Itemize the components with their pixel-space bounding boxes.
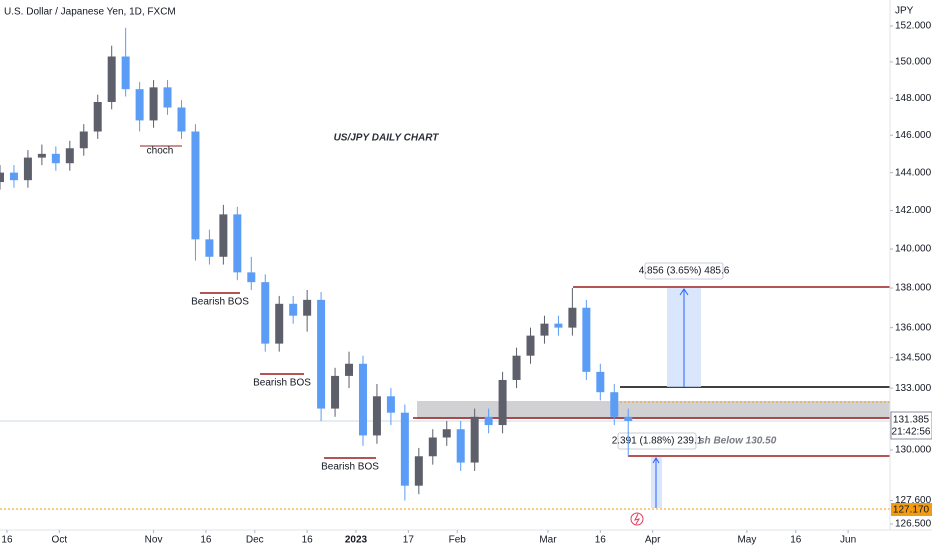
candle-body [456, 429, 465, 463]
y-tick-label: 127.600 [895, 495, 932, 506]
candle-body [275, 303, 284, 344]
y-tick-label: 142.000 [895, 205, 932, 216]
candle-body [9, 172, 18, 181]
y-tick-label: 152.000 [895, 21, 932, 32]
candle-body [107, 56, 116, 102]
x-tick-label: Jun [840, 535, 856, 546]
candle-body [233, 214, 242, 273]
candle-body [0, 172, 4, 183]
annotation: Bearish BOS [191, 297, 249, 308]
candle-body [345, 363, 354, 376]
y-tick-label: 140.000 [895, 244, 932, 255]
x-tick-label: 17 [403, 535, 415, 546]
candle-body [51, 153, 60, 164]
x-tick-label: Nov [145, 535, 163, 546]
candle-body [554, 323, 563, 328]
y-tick-label: 133.000 [895, 383, 932, 394]
y-tick-label: 144.000 [895, 167, 932, 178]
candle-body [331, 375, 340, 409]
x-tick-label: 2023 [345, 535, 368, 546]
x-tick-label: Feb [449, 535, 467, 546]
measure-label-box [617, 432, 697, 450]
x-tick-label: 16 [200, 535, 212, 546]
price-label: 127.170 [893, 505, 930, 516]
candle-body [93, 101, 102, 132]
candle-body [303, 299, 312, 316]
price-label-box [891, 503, 932, 516]
candle-body [526, 335, 535, 356]
currency-label: JPY [895, 6, 914, 17]
y-tick-label: 148.000 [895, 93, 932, 104]
candle-body [261, 282, 270, 344]
candle-body [624, 416, 633, 421]
candle-body [23, 157, 32, 181]
candle-body [484, 416, 493, 426]
y-tick-label: 130.000 [895, 445, 932, 456]
y-tick-label: 150.000 [895, 57, 932, 68]
x-tick-label: 16 [1, 535, 13, 546]
annotation: Bearish BOS [253, 378, 311, 389]
candle-body [414, 456, 423, 486]
price-label-box [890, 411, 932, 440]
x-tick-label: 16 [595, 535, 607, 546]
candle-body [512, 355, 521, 380]
candle-body [372, 396, 381, 436]
candle-body [386, 396, 395, 413]
event-icon-bolt [634, 513, 641, 525]
measure-label: 4.856 (3.65%) 485.6 [639, 266, 730, 277]
x-tick-label: 16 [302, 535, 314, 546]
y-tick-label: 126.500 [895, 519, 932, 530]
candle-body [135, 89, 144, 121]
measure-label-box [644, 262, 724, 280]
candle-body [219, 214, 228, 257]
chart-title: U.S. Dollar / Japanese Yen, 1D, FXCM [4, 7, 176, 18]
candle-body [177, 107, 186, 132]
candle-body [79, 131, 88, 149]
candle-body [400, 412, 409, 486]
candle-body [65, 148, 74, 164]
event-icon [630, 512, 644, 526]
candle-body [442, 429, 451, 438]
x-tick-label: Dec [246, 535, 264, 546]
candle-body [317, 299, 326, 409]
price-label: 21:42:56 [892, 427, 931, 438]
candle-body [37, 153, 46, 158]
candle-body [358, 363, 367, 436]
y-tick-label: 138.000 [895, 283, 932, 294]
y-tick-label: 136.000 [895, 322, 932, 333]
supply-zone [417, 401, 890, 419]
candle-body [470, 416, 479, 463]
measure-arrow-head [652, 457, 660, 464]
candle-body [247, 272, 256, 283]
price-label: 131.385 [893, 415, 930, 426]
annotation: choch [147, 146, 174, 157]
measure-arrow-head [679, 288, 689, 296]
annotation: Bearish BOS [321, 462, 379, 473]
candle-body [163, 87, 172, 108]
x-tick-label: May [737, 535, 756, 546]
x-tick-label: 16 [790, 535, 802, 546]
candle-body [540, 323, 549, 336]
annotation: sh Below 130.50 [699, 436, 777, 447]
candle-body [596, 371, 605, 393]
candle-body [121, 56, 130, 90]
x-tick-label: Oct [52, 535, 68, 546]
candle-body [205, 239, 214, 257]
y-tick-label: 134.500 [895, 352, 932, 363]
x-tick-label: Apr [645, 535, 661, 546]
candle-body [191, 131, 200, 240]
x-tick-label: Mar [539, 535, 557, 546]
y-tick-label: 146.000 [895, 130, 932, 141]
candle-body [428, 437, 437, 457]
candle-body [498, 379, 507, 426]
candle-body [568, 307, 577, 328]
candle-body [610, 392, 619, 417]
measure-label: 2.391 (1.88%) 239.1 [612, 436, 703, 447]
chart-subtitle: US/JPY DAILY CHART [334, 133, 440, 144]
candle-body [289, 303, 298, 316]
candle-body [582, 307, 591, 372]
candle-body [149, 87, 158, 121]
